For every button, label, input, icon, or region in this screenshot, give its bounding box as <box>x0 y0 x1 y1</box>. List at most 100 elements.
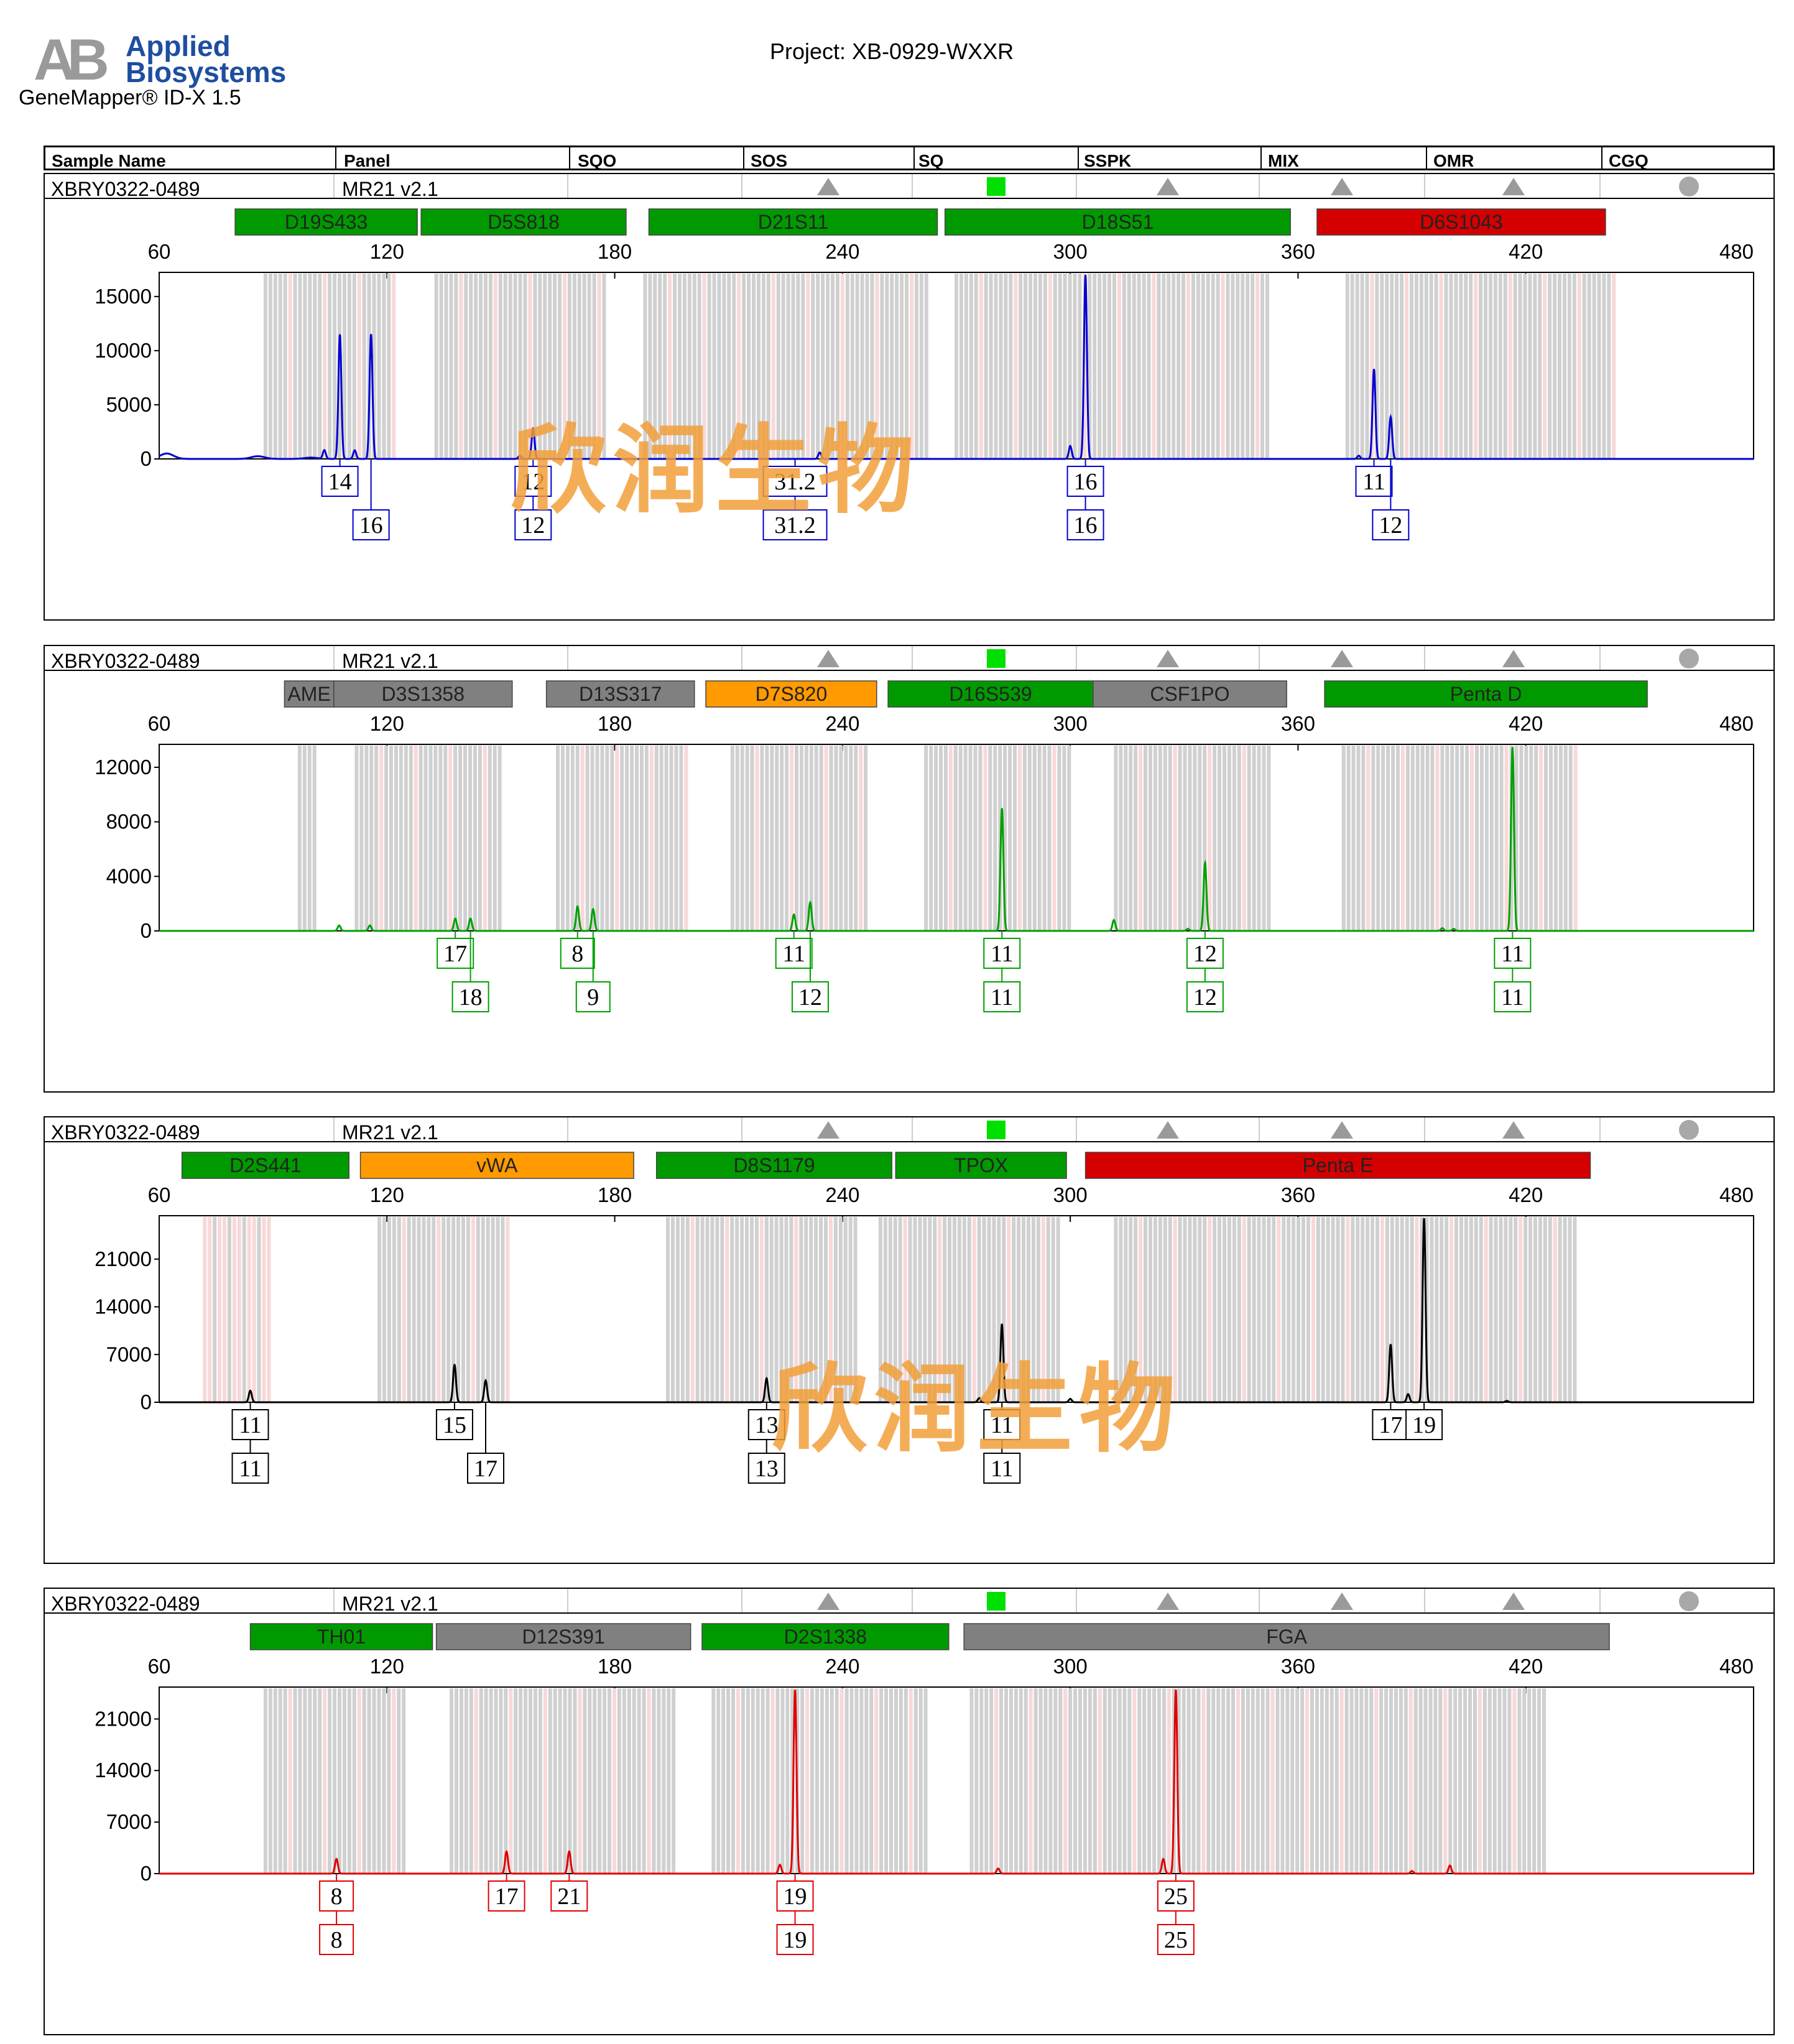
marker-bar-d21s11[interactable] <box>648 208 938 236</box>
marker-bar-ame[interactable] <box>284 680 335 708</box>
allele-call-box[interactable] <box>575 981 611 1012</box>
sqo-flag-triangle-icon[interactable] <box>817 1593 839 1610</box>
marker-bar-d2s1338[interactable] <box>701 1623 950 1650</box>
marker-bar-d12s391[interactable] <box>435 1623 691 1650</box>
allele-call-box[interactable] <box>437 938 474 969</box>
sqo-flag-triangle-icon[interactable] <box>1331 650 1353 667</box>
sq-flag-green-square-icon[interactable] <box>987 177 1006 196</box>
allele-call-box[interactable] <box>451 981 489 1012</box>
allele-call-box[interactable] <box>791 981 829 1012</box>
sqo-flag-triangle-icon[interactable] <box>817 1121 839 1139</box>
marker-bar-th01[interactable] <box>249 1623 433 1650</box>
allele-call-label: 12 <box>1379 512 1402 539</box>
allele-call-label: 13 <box>755 1412 779 1438</box>
allele-call-box[interactable] <box>231 1409 269 1440</box>
cgq-flag-circle-icon[interactable] <box>1679 1120 1699 1140</box>
electropherogram-green: AME D3S1358 D13S317 D7S820 D16S539 CSF1PO Pent… <box>95 649 1754 1012</box>
sample-row[interactable]: XBRY0322-0489 MR21 v2.1 <box>45 1117 1773 1144</box>
cell-separator <box>1424 646 1425 670</box>
allele-call-box[interactable] <box>983 981 1021 1012</box>
allele-call-box[interactable] <box>1405 1409 1443 1440</box>
marker-bar-d3s1358[interactable] <box>333 680 513 708</box>
x-tick-label: 360 <box>1281 240 1315 263</box>
column-separator <box>743 147 744 169</box>
allele-call-box[interactable] <box>488 1880 525 1912</box>
electropherogram-red: TH01 D12S391 D2S1338 FGA 60 120 180 240 300 360 42… <box>95 1591 1754 1955</box>
sqo-flag-triangle-icon[interactable] <box>1331 1593 1353 1610</box>
allele-call-box[interactable] <box>1066 509 1104 540</box>
allele-call-box[interactable] <box>983 1453 1021 1484</box>
marker-bar-d18s51[interactable] <box>944 208 1291 236</box>
allele-call-box[interactable] <box>762 466 828 497</box>
marker-bar-d8s1179[interactable] <box>655 1152 892 1179</box>
cell-separator <box>741 174 742 198</box>
marker-bar-fga[interactable] <box>963 1623 1610 1650</box>
sqo-flag-triangle-icon[interactable] <box>1502 650 1525 667</box>
marker-bar-d7s820[interactable] <box>705 680 877 708</box>
allele-call-box[interactable] <box>1186 938 1224 969</box>
y-tick-label: 12000 <box>95 756 152 779</box>
allele-call-box[interactable] <box>352 509 390 540</box>
y-tick-label: 7000 <box>106 1343 152 1366</box>
sqo-flag-triangle-icon[interactable] <box>1331 178 1353 195</box>
sqo-flag-triangle-icon[interactable] <box>1157 178 1179 195</box>
allele-call-box[interactable] <box>1186 981 1224 1012</box>
allele-call-box[interactable] <box>514 509 552 540</box>
sqo-flag-triangle-icon[interactable] <box>1502 1121 1525 1139</box>
marker-bar-d19s433[interactable] <box>234 208 418 236</box>
sqo-flag-triangle-icon[interactable] <box>1502 178 1525 195</box>
marker-label: D19S433 <box>285 211 368 233</box>
column-separator <box>569 147 570 169</box>
allele-call-label: 15 <box>443 1412 466 1438</box>
sqo-flag-triangle-icon[interactable] <box>1157 650 1179 667</box>
y-tick-label: 0 <box>141 919 152 942</box>
x-tick-label: 480 <box>1719 1655 1754 1678</box>
sqo-flag-triangle-icon[interactable] <box>1157 1593 1179 1610</box>
allele-call-box[interactable] <box>550 1880 588 1912</box>
allele-call-box[interactable] <box>1355 466 1393 497</box>
allele-call-box[interactable] <box>762 509 828 540</box>
marker-bar-penta-d[interactable] <box>1324 680 1648 708</box>
allele-call-box[interactable] <box>467 1453 505 1484</box>
marker-bar-tpox[interactable] <box>895 1152 1067 1179</box>
marker-bar-penta-e[interactable] <box>1084 1152 1591 1179</box>
allele-call-box[interactable] <box>1372 509 1410 540</box>
marker-bar-d16s539[interactable] <box>887 680 1094 708</box>
allele-call-box[interactable] <box>775 938 813 969</box>
cgq-flag-circle-icon[interactable] <box>1679 177 1699 197</box>
allele-call-box[interactable] <box>1494 981 1532 1012</box>
sqo-flag-triangle-icon[interactable] <box>1331 1121 1353 1139</box>
allele-call-box[interactable] <box>319 1924 354 1955</box>
allele-call-box[interactable] <box>1066 466 1104 497</box>
marker-bar-d2s441[interactable] <box>181 1152 349 1179</box>
allele-call-box[interactable] <box>747 1453 785 1484</box>
cgq-flag-circle-icon[interactable] <box>1679 1591 1699 1611</box>
sq-flag-green-square-icon[interactable] <box>987 649 1006 668</box>
sample-row[interactable]: XBRY0322-0489 MR21 v2.1 <box>45 646 1773 672</box>
marker-bar-csf1po[interactable] <box>1093 680 1287 708</box>
sq-flag-green-square-icon[interactable] <box>987 1592 1006 1611</box>
marker-bar-vwa[interactable] <box>359 1152 634 1179</box>
sqo-flag-triangle-icon[interactable] <box>1502 1593 1525 1610</box>
allele-call-box[interactable] <box>1494 938 1532 969</box>
marker-bar-d5s818[interactable] <box>420 208 627 236</box>
allele-call-box[interactable] <box>435 1409 473 1440</box>
sq-flag-green-square-icon[interactable] <box>987 1121 1006 1139</box>
panel-black: XBRY0322-0489 MR21 v2.1 D2S441 vWA D8S1179 TP… <box>44 1116 1775 1564</box>
sqo-flag-triangle-icon[interactable] <box>817 650 839 667</box>
sample-row[interactable]: XBRY0322-0489 MR21 v2.1 <box>45 174 1773 200</box>
sqo-flag-triangle-icon[interactable] <box>1157 1121 1179 1139</box>
cgq-flag-circle-icon[interactable] <box>1679 649 1699 668</box>
allele-call-label: 12 <box>1193 941 1217 967</box>
sample-row[interactable]: XBRY0322-0489 MR21 v2.1 <box>45 1589 1773 1615</box>
marker-bar-d6s1043[interactable] <box>1316 208 1606 236</box>
allele-call-label: 16 <box>1074 469 1098 495</box>
allele-call-box[interactable] <box>231 1453 269 1484</box>
allele-call-box[interactable] <box>560 938 595 969</box>
allele-call-box[interactable] <box>1157 1924 1195 1955</box>
allele-call-box[interactable] <box>983 1409 1021 1440</box>
sqo-flag-triangle-icon[interactable] <box>817 178 839 195</box>
allele-call-box[interactable] <box>776 1924 814 1955</box>
allele-call-box[interactable] <box>321 466 359 497</box>
marker-bar-d13s317[interactable] <box>545 680 695 708</box>
